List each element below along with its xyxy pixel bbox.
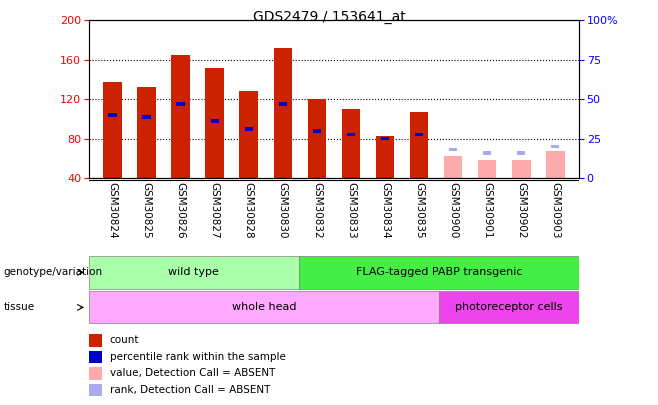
Bar (512, 160, 530, 178)
Bar (299, 256, 579, 289)
Text: whole head: whole head (232, 303, 296, 312)
Text: wild type: wild type (168, 267, 219, 277)
Bar (142, 115, 151, 119)
Bar (443, 156, 463, 178)
Text: genotype/variation: genotype/variation (3, 267, 103, 277)
Bar (381, 137, 390, 141)
Bar (347, 133, 355, 136)
Bar (415, 133, 423, 136)
Text: value, Detection Call = ABSENT: value, Detection Call = ABSENT (110, 369, 275, 378)
Bar (342, 109, 361, 178)
Bar (551, 145, 559, 148)
Bar (89, 256, 299, 289)
Text: GSM30827: GSM30827 (210, 182, 220, 238)
Bar (278, 102, 287, 106)
Text: GSM30833: GSM30833 (346, 182, 356, 238)
Bar (138, 87, 156, 178)
Text: GSM30824: GSM30824 (108, 182, 118, 238)
Text: GSM30825: GSM30825 (141, 182, 152, 238)
Bar (211, 119, 219, 123)
Bar (449, 148, 457, 151)
Text: tissue: tissue (3, 303, 34, 312)
Bar (410, 112, 428, 178)
Text: GSM30900: GSM30900 (448, 182, 458, 238)
Text: rank, Detection Call = ABSENT: rank, Detection Call = ABSENT (110, 385, 270, 395)
Bar (240, 92, 258, 178)
Bar (376, 136, 394, 178)
Bar (89, 334, 102, 347)
Bar (517, 151, 526, 155)
Text: photoreceptor cells: photoreceptor cells (455, 303, 563, 312)
Text: GSM30902: GSM30902 (516, 182, 526, 238)
Bar (109, 113, 117, 117)
Bar (483, 151, 492, 155)
Bar (89, 351, 102, 363)
Bar (89, 384, 102, 396)
Text: count: count (110, 335, 139, 345)
Bar (313, 129, 321, 132)
Bar (103, 83, 122, 178)
Bar (307, 99, 326, 178)
Text: GDS2479 / 153641_at: GDS2479 / 153641_at (253, 10, 405, 24)
Bar (546, 151, 565, 178)
Bar (176, 102, 185, 106)
Text: GSM30835: GSM30835 (414, 182, 424, 238)
Text: GSM30830: GSM30830 (278, 182, 288, 238)
Bar (171, 55, 190, 178)
Text: GSM30834: GSM30834 (380, 182, 390, 238)
Bar (205, 68, 224, 178)
Text: GSM30901: GSM30901 (482, 182, 492, 238)
Bar (478, 160, 497, 178)
Text: FLAG-tagged PABP transgenic: FLAG-tagged PABP transgenic (356, 267, 522, 277)
Bar (89, 367, 102, 379)
Text: GSM30826: GSM30826 (176, 182, 186, 238)
Bar (439, 292, 579, 323)
Text: GSM30828: GSM30828 (244, 182, 254, 238)
Bar (89, 292, 439, 323)
Text: percentile rank within the sample: percentile rank within the sample (110, 352, 286, 362)
Bar (245, 127, 253, 130)
Text: GSM30832: GSM30832 (312, 182, 322, 238)
Bar (274, 48, 292, 178)
Text: GSM30903: GSM30903 (550, 182, 560, 238)
